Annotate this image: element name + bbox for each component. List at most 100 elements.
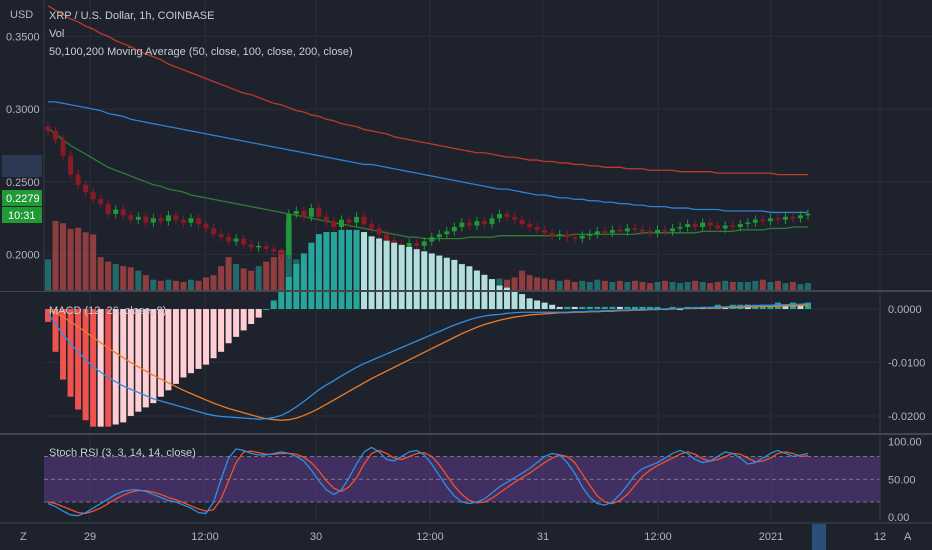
macd-histogram-bar (639, 306, 646, 310)
macd-histogram-bar (383, 240, 390, 310)
candle-body (53, 130, 59, 140)
macd-histogram-bar (361, 232, 368, 310)
candle-body (797, 215, 803, 219)
candle-body (609, 229, 615, 233)
volume-bar (157, 280, 164, 291)
volume-bar (496, 278, 503, 291)
grid-lines (44, 0, 932, 523)
candle-body (737, 224, 743, 227)
macd-histogram-bar (601, 306, 608, 310)
stoch-rsi-legend[interactable]: Stoch RSI (3, 3, 14, 14, close) (49, 447, 196, 459)
price-axis-ticks: 0.3500 0.3000 0.2500 0.2000 (6, 31, 40, 261)
candle-body (436, 234, 442, 238)
macd-histogram-bar (579, 306, 586, 310)
candle-body (715, 225, 721, 229)
volume-bar (172, 280, 179, 291)
auto-scale-button[interactable]: A (904, 531, 912, 543)
candle-body (293, 210, 299, 214)
volume-bar (556, 280, 563, 291)
candle-body (158, 218, 164, 222)
macd-histogram-bar (496, 285, 503, 310)
moving-average-legend[interactable]: 50,100,200 Moving Average (50, close, 10… (49, 46, 353, 58)
candle-body (429, 237, 435, 242)
volume-bar (654, 281, 661, 291)
volume-bar (187, 279, 194, 291)
volume-bar (218, 266, 225, 291)
macd-histogram-bar (105, 309, 112, 427)
time-axis-highlight (812, 524, 826, 550)
price-tick-label: 0.3500 (6, 31, 40, 43)
macd-histogram-bar (135, 309, 142, 412)
candle-body (421, 241, 427, 246)
macd-histogram-bar (180, 309, 187, 378)
volume-bar (60, 223, 67, 291)
candle-body (655, 229, 661, 233)
macd-histogram-bar (654, 306, 661, 310)
macd-histogram-bar (436, 255, 443, 310)
candle-body (278, 251, 284, 255)
macd-histogram-bar (511, 291, 518, 310)
macd-histogram-bar (428, 253, 435, 310)
candle-body (549, 232, 555, 236)
volume-bar (624, 281, 631, 291)
candle-body (639, 229, 645, 232)
price-tick-label: 0.3000 (6, 104, 40, 116)
candle-body (466, 222, 472, 226)
candle-body (60, 139, 66, 156)
candle-body (173, 215, 179, 220)
candle-body (68, 155, 74, 175)
candle-body (256, 245, 262, 248)
macd-histogram-bar (782, 304, 789, 310)
last-price-badge (2, 190, 42, 206)
volume-bar (120, 266, 127, 291)
macd-histogram-bar (225, 309, 232, 344)
volume-bar (707, 283, 714, 291)
macd-histogram-bar (609, 306, 616, 310)
candle-body (767, 218, 773, 222)
candle-body (602, 231, 608, 233)
volume-bar (534, 277, 541, 291)
candle-body (308, 208, 314, 217)
candle-body (662, 229, 668, 232)
volume-bar (646, 283, 653, 291)
macd-histogram-bar (541, 302, 548, 310)
macd-histogram-bar (646, 306, 653, 310)
candle-body (361, 216, 367, 225)
volume-bar (549, 279, 556, 291)
volume-legend[interactable]: Vol (49, 28, 64, 40)
symbol-legend[interactable]: XRP / U.S. Dollar, 1h, COINBASE (49, 10, 214, 22)
macd-histogram-bar (519, 294, 526, 310)
macd-legend[interactable]: MACD (12, 26, close, 9) (49, 305, 166, 317)
macd-histogram-bar (797, 304, 804, 310)
macd-histogram-bar (398, 244, 405, 310)
candle-body (105, 203, 111, 214)
candle-body (572, 237, 578, 239)
macd-histogram-bar (323, 232, 330, 310)
candle-body (180, 219, 186, 223)
price-tick-label: 0.2500 (6, 177, 40, 189)
macd-histogram-bar (330, 232, 337, 310)
price-axis-left[interactable] (0, 0, 44, 291)
macd-histogram-bar (45, 309, 51, 322)
time-tick-label: 12:00 (416, 531, 444, 543)
macd-histogram-bar (473, 270, 480, 310)
candle-body (376, 228, 382, 235)
macd-histogram-bar (624, 306, 631, 310)
countdown-value: 10:31 (8, 210, 36, 222)
candle-body (677, 226, 683, 229)
macd-histogram-bar (90, 309, 97, 427)
zoom-reset-button[interactable]: Z (20, 531, 27, 543)
candle-body (519, 219, 525, 225)
macd-histogram-bar (218, 309, 225, 352)
candle-body (527, 224, 533, 227)
macd-histogram-bar (172, 309, 179, 384)
stoch-tick-label: 50.00 (888, 474, 916, 486)
candle-body (557, 234, 563, 236)
macd-histogram-bar (285, 276, 292, 310)
candle-body (459, 222, 465, 227)
candle-body (745, 222, 751, 225)
candle-body (617, 229, 623, 232)
candle-body (391, 240, 397, 245)
macd-histogram-bar (586, 306, 593, 310)
candle-body (83, 184, 89, 193)
